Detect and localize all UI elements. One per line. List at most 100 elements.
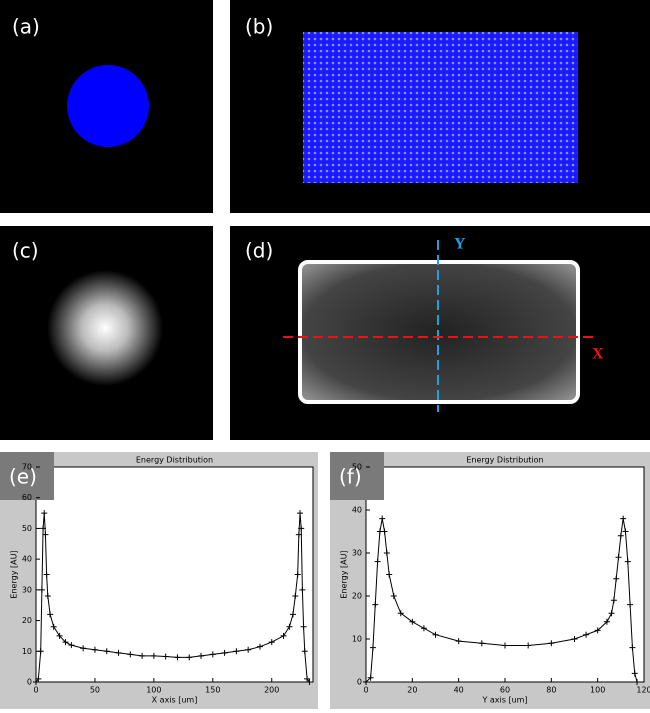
data-point — [62, 639, 69, 646]
y-tick-label: 30 — [22, 585, 32, 594]
panel-label-box — [0, 452, 54, 500]
data-point — [44, 593, 51, 599]
data-point — [289, 611, 296, 618]
y-tick-label: 60 — [22, 493, 32, 502]
data-point — [390, 593, 397, 599]
data-point — [41, 510, 48, 517]
data-point — [571, 636, 578, 642]
x-tick-label: 0 — [33, 686, 38, 695]
y-line-label: Y — [454, 236, 466, 253]
panel-label: (f) — [339, 465, 362, 489]
data-point — [139, 652, 146, 659]
data-point — [613, 575, 620, 582]
data-point — [397, 610, 404, 617]
x-tick-label: 40 — [454, 686, 464, 695]
data-point — [300, 623, 307, 630]
y-tick-label: 70 — [22, 463, 32, 472]
data-point — [47, 611, 54, 618]
data-point — [198, 652, 205, 659]
y-tick-label: 30 — [352, 549, 362, 558]
chart-title: Energy Distribution — [136, 456, 213, 465]
data-point — [297, 510, 304, 517]
data-point — [43, 571, 50, 578]
data-point — [386, 571, 393, 578]
data-point — [525, 642, 532, 649]
data-point — [33, 679, 39, 685]
data-point — [615, 554, 622, 561]
data-point — [631, 670, 638, 677]
x-tick-label: 60 — [500, 686, 510, 695]
data-point — [294, 571, 301, 578]
x-tick-label: 100 — [146, 686, 161, 695]
data-point — [583, 631, 590, 638]
data-point — [367, 674, 374, 681]
data-point — [42, 531, 49, 538]
data-point — [420, 625, 427, 632]
data-point — [502, 642, 508, 649]
data-point — [245, 646, 252, 653]
x-line-label: X — [592, 346, 604, 363]
data-point — [162, 653, 169, 660]
data-point — [617, 532, 624, 539]
data-point — [280, 632, 287, 639]
x-tick-label: 80 — [546, 686, 556, 695]
data-point — [68, 642, 75, 649]
lens-array — [303, 32, 578, 183]
data-point — [634, 679, 641, 685]
y-tick-label: 20 — [352, 592, 362, 601]
data-point — [304, 675, 311, 682]
data-point — [40, 525, 47, 532]
data-point — [627, 601, 634, 608]
data-point — [432, 631, 439, 638]
data-point — [150, 652, 157, 659]
data-point — [80, 645, 87, 652]
y-tick-label: 0 — [27, 678, 32, 687]
y-tick-label: 50 — [352, 463, 362, 472]
y-axis-label: Energy [AU] — [340, 550, 349, 598]
gaussian-spot — [47, 270, 163, 386]
x-axis-label: Y axis [um] — [481, 696, 527, 705]
y-tick-label: 10 — [22, 647, 32, 656]
panel-label: (e) — [9, 465, 37, 489]
data-point — [372, 601, 379, 608]
x-tick-label: 100 — [590, 686, 605, 695]
data-point — [292, 593, 299, 599]
panel-label: (c) — [12, 239, 39, 263]
data-point — [298, 525, 305, 532]
data-point — [620, 515, 627, 522]
data-point — [233, 648, 240, 655]
data-point — [103, 648, 110, 655]
data-point — [478, 640, 485, 647]
x-axis-label: X axis [um] — [152, 696, 198, 705]
y-tick-label: 40 — [22, 555, 32, 564]
y-tick-label: 0 — [357, 678, 362, 687]
data-point — [608, 610, 615, 617]
plot-area — [365, 466, 645, 683]
data-point — [186, 654, 193, 661]
data-point — [622, 528, 629, 535]
panel-label: (a) — [12, 15, 40, 39]
data-point — [174, 654, 181, 661]
data-point — [301, 648, 308, 655]
data-point — [37, 648, 44, 655]
beam-spot — [67, 65, 149, 147]
data-point — [38, 586, 45, 593]
data-point — [256, 643, 263, 650]
data-point — [369, 644, 376, 651]
data-point — [295, 531, 302, 538]
x-tick-label: 50 — [90, 686, 100, 695]
data-point — [629, 644, 636, 651]
x-tick-label: 120 — [636, 686, 650, 695]
data-point — [363, 679, 369, 685]
panel-label-box — [330, 452, 384, 500]
x-tick-label: 150 — [205, 686, 220, 695]
data-point — [379, 515, 386, 522]
y-tick-label: 50 — [22, 524, 32, 533]
y-tick-label: 20 — [22, 616, 32, 625]
data-point — [594, 627, 601, 634]
data-point — [603, 618, 610, 625]
data-point — [383, 550, 390, 556]
data-point — [299, 586, 306, 593]
